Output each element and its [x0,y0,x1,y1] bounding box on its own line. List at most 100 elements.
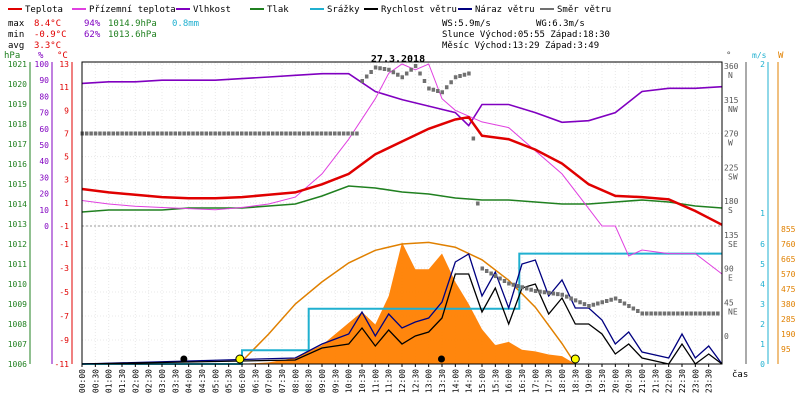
stats-max-hum: 94% [84,19,101,29]
wind-dir-mark [582,302,587,307]
tick-time: 10:30 [358,369,367,393]
wind-dir-mark [622,301,627,306]
wind-dir-mark [364,74,369,79]
tick-time: 02:30 [145,369,154,393]
wind-dir-mark [462,72,467,77]
wind-dir-mark [511,282,516,287]
tick-time: 03:00 [158,369,167,393]
tick-time: 07:00 [265,369,274,393]
wind-dir-mark [480,266,484,271]
wind-dir-mark [93,131,98,136]
tick-direction: 45 [724,298,734,307]
tick-time: 04:00 [185,369,194,393]
tick-pct: 80 [39,92,49,101]
wind-dir-mark [191,131,195,136]
tick-degc: -11 [55,360,70,369]
wind-dir-mark [498,276,502,281]
wind-dir-mark [547,290,551,295]
tick-direction: 180 [724,197,739,206]
wind-dir-mark [204,131,209,136]
wind-dir-mark [266,131,271,136]
wind-dir-mark [173,131,178,136]
tick-hpa: 1012 [8,240,27,249]
wind-dir-mark [707,311,711,316]
tick-time: 21:00 [638,369,647,393]
sun-info: Slunce Východ:05:55 Západ:18:30 [442,30,610,40]
tick-hpa: 1015 [8,180,27,189]
wind-dir-mark [427,86,431,91]
stats-block: max 8.4°C 94% 1014.9hPa 0.8mm min -0.9°C… [8,19,199,51]
tick-time: 12:00 [398,369,407,393]
tick-direction: 90 [724,265,734,274]
wind-dir-mark [409,67,413,72]
tick-hpa: 1014 [8,200,27,209]
stats-max-press: 1014.9hPa [108,19,157,29]
wind-dir-mark [350,131,355,136]
wind-dir-mark [644,311,649,316]
wind-dir-mark [662,311,667,316]
wind-dir-mark [444,85,449,90]
wind-dir-mark [293,131,297,136]
tick-time: 01:00 [105,369,114,393]
wind-dir-mark [369,70,373,74]
tick-radiation: 95 [781,345,791,354]
wind-dir-mark [279,131,284,136]
tick-time: 09:30 [331,369,340,393]
wind-dir-mark [324,131,328,136]
wind-dir-mark [177,131,182,136]
wind-gust-info: WG:6.3m/s [536,19,585,29]
wind-dir-mark [151,131,155,136]
wind-dir-mark [213,131,217,136]
wind-dir-mark [404,71,409,76]
wind-dir-mark [422,79,427,83]
wind-dir-mark [257,131,262,136]
wind-dir-mark [208,131,213,136]
tick-time: 19:30 [598,369,607,393]
wind-dir-mark [418,71,422,76]
tick-direction-label: SW [728,172,738,181]
wind-dir-mark [195,131,200,136]
tick-direction: 270 [724,130,739,139]
wind-dir-mark [507,281,511,286]
wind-dir-mark [573,298,578,303]
tick-time: 00:00 [78,369,87,393]
wind-dir-mark [591,302,596,307]
tick-time: 11:00 [371,369,380,393]
wind-dir-mark [529,287,533,292]
tick-hpa: 1021 [8,60,27,69]
tick-time: 05:30 [225,369,234,393]
tick-radiation: 665 [781,255,796,264]
tick-time: 23:00 [691,369,700,393]
wind-dir-mark [600,300,604,305]
wind-dir-mark [244,131,248,136]
tick-time: 17:00 [531,369,540,393]
tick-radiation: 190 [781,330,796,339]
legend-label: Směr větru [557,5,611,15]
tick-hpa: 1010 [8,280,27,289]
tick-time: 20:00 [611,369,620,393]
wind-dir-mark [400,75,404,80]
wind-dir-mark [493,274,498,278]
wind-dir-mark [689,311,693,316]
series-ground-temp [81,63,723,275]
tick-direction-label: E [728,274,733,283]
tick-degc: 5 [64,153,69,162]
wind-dir-mark [613,296,618,301]
tick-direction: 225 [724,163,739,172]
wind-dir-mark [484,269,489,273]
tick-time: 13:30 [438,369,447,393]
wind-dir-mark [111,131,116,136]
legend-label: Tlak [267,5,289,15]
wind-dir-mark [604,299,609,303]
wind-dir-mark [502,279,507,283]
unit-pct: % [38,51,44,61]
wind-dir-mark [627,304,631,308]
wind-dir-mark [297,131,302,136]
moonrise-moonset-marker [437,355,445,363]
tick-time: 07:30 [278,369,287,393]
grid [81,62,722,364]
tick-degc: -3 [59,264,69,273]
wind-dir-mark [310,131,315,136]
tick-time: 14:00 [451,369,460,393]
